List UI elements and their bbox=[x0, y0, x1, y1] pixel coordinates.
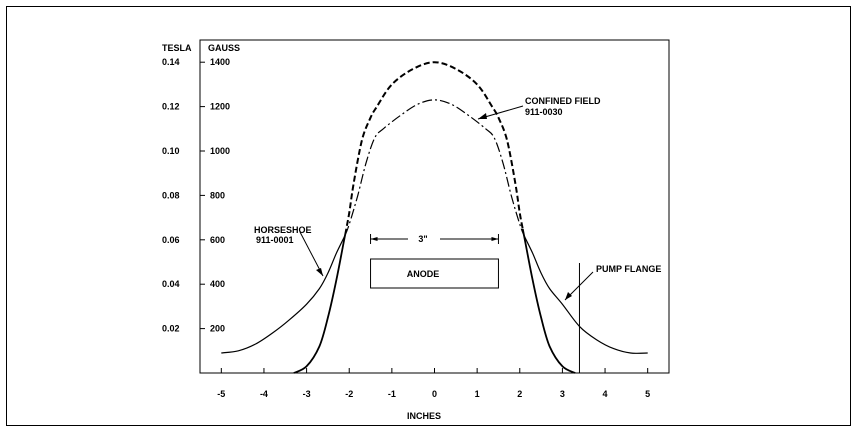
y-tick-label-tesla: 0.02 bbox=[162, 324, 180, 334]
horseshoe-leader bbox=[299, 231, 324, 277]
anode-block: ANODE bbox=[370, 258, 499, 289]
x-tick-label: 4 bbox=[603, 389, 608, 399]
drawing-frame bbox=[6, 6, 851, 426]
anode-label: ANODE bbox=[407, 269, 440, 279]
horseshoe-arrowhead bbox=[316, 268, 323, 276]
y-tick-label-gauss: 200 bbox=[210, 324, 225, 334]
pump-flange-annotation: PUMP FLANGE bbox=[564, 263, 661, 373]
anode-rect bbox=[370, 258, 499, 289]
x-tick-label: 5 bbox=[645, 389, 650, 399]
confined-field-label: CONFINED FIELD bbox=[525, 96, 601, 106]
y-tick-labels: 0.02 200 0.04 400 0.06 600 0.08 800 0.10 1000 0.12… bbox=[162, 57, 230, 333]
y-axis-label-tesla: TESLA bbox=[162, 43, 192, 53]
series-lines bbox=[221, 61, 648, 374]
plot-border bbox=[199, 39, 670, 374]
y-tick-label-gauss: 1000 bbox=[210, 146, 230, 156]
dimension-arrow-left bbox=[370, 237, 378, 241]
y-tick-label-gauss: 800 bbox=[210, 190, 225, 200]
horseshoe-label: HORSESHOE bbox=[254, 225, 312, 235]
y-tick-label-tesla: 0.12 bbox=[162, 102, 180, 112]
confined-field-part-number: 911-0030 bbox=[525, 107, 563, 117]
axis-ticks bbox=[200, 61, 649, 373]
series-line-confined-field-tail bbox=[293, 228, 576, 374]
pump-flange-label: PUMP FLANGE bbox=[596, 264, 661, 274]
horseshoe-part-number: 911-0001 bbox=[256, 235, 294, 245]
y-axis-label-gauss: GAUSS bbox=[208, 43, 240, 53]
y-tick-label-tesla: 0.14 bbox=[162, 57, 180, 67]
confined-field-annotation: CONFINED FIELD 911-0030 bbox=[477, 96, 601, 120]
y-tick-label-tesla: 0.06 bbox=[162, 235, 180, 245]
x-tick-label: 2 bbox=[517, 389, 522, 399]
y-tick-label-gauss: 600 bbox=[210, 235, 225, 245]
x-tick-label: -4 bbox=[260, 389, 268, 399]
y-tick-label-tesla: 0.08 bbox=[162, 190, 180, 200]
x-tick-labels: -5 -4 -3 -2 -1 0 1 2 3 4 5 bbox=[217, 389, 650, 399]
dimension-arrow-right bbox=[491, 237, 499, 241]
y-tick-label-tesla: 0.04 bbox=[162, 279, 180, 289]
x-tick-label: 1 bbox=[475, 389, 480, 399]
x-tick-label: 3 bbox=[560, 389, 565, 399]
horseshoe-annotation: HORSESHOE 911-0001 bbox=[254, 225, 324, 277]
series-line-horseshoe-tail bbox=[221, 228, 648, 354]
y-tick-label-gauss: 1400 bbox=[210, 57, 230, 67]
pump-flange-arrowhead bbox=[565, 292, 572, 300]
x-tick-label: -5 bbox=[217, 389, 225, 399]
dimension-label: 3" bbox=[418, 234, 427, 244]
x-tick-label: 0 bbox=[432, 389, 437, 399]
x-axis-label: INCHES bbox=[407, 411, 441, 421]
confined-field-arrowhead bbox=[478, 113, 487, 119]
series-line-confined-field-top bbox=[345, 61, 524, 229]
x-tick-label: -2 bbox=[345, 389, 353, 399]
x-tick-label: -1 bbox=[388, 389, 396, 399]
x-tick-label: -3 bbox=[303, 389, 311, 399]
y-tick-label-tesla: 0.10 bbox=[162, 146, 180, 156]
y-tick-label-gauss: 1200 bbox=[210, 102, 230, 112]
y-tick-label-gauss: 400 bbox=[210, 279, 225, 289]
anode-dimension: 3" bbox=[370, 234, 499, 244]
